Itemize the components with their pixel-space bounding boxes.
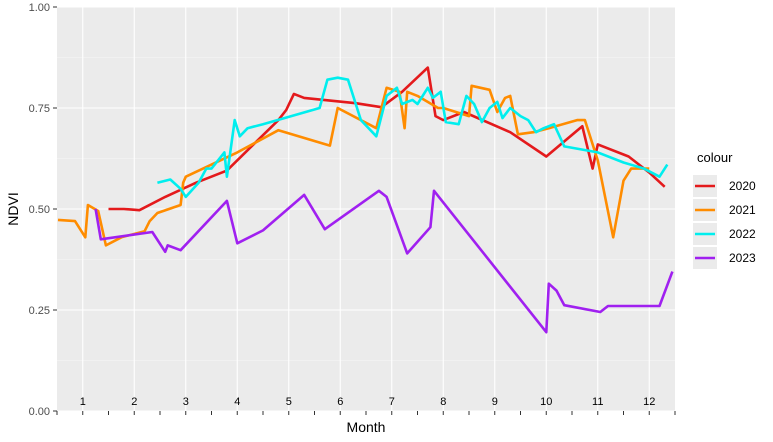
y-tick-label: 0.75 bbox=[29, 103, 50, 115]
month-label: 6 bbox=[337, 396, 343, 408]
series-layer bbox=[57, 66, 674, 334]
legend-items: 2020 2021 2022 2023 bbox=[693, 175, 756, 269]
y-axis-title: NDVI bbox=[5, 192, 21, 225]
month-label: 12 bbox=[643, 396, 655, 408]
series-line-2020 bbox=[108, 66, 666, 212]
month-label: 4 bbox=[234, 396, 240, 408]
month-label: 3 bbox=[183, 396, 189, 408]
month-label: 7 bbox=[389, 396, 395, 408]
month-label: 1 bbox=[80, 396, 86, 408]
y-axis: 0.00 0.25 0.50 0.75 1.00 bbox=[29, 2, 57, 418]
legend: colour 2020 2021 2022 2023 bbox=[693, 150, 756, 269]
month-label: 11 bbox=[592, 396, 603, 408]
month-label: 10 bbox=[540, 396, 552, 408]
month-label: 2 bbox=[131, 396, 137, 408]
month-label: 9 bbox=[492, 396, 498, 408]
legend-label-2023: 2023 bbox=[729, 251, 756, 265]
grid-minor bbox=[57, 57, 675, 361]
series-line-2022 bbox=[157, 76, 669, 199]
month-label: 5 bbox=[286, 396, 292, 408]
legend-title: colour bbox=[697, 150, 733, 165]
series-line-2023 bbox=[94, 189, 674, 334]
month-labels: 1 2 3 4 5 6 7 8 9 10 11 12 bbox=[80, 396, 656, 408]
y-tick-label: 0.00 bbox=[29, 406, 50, 418]
y-tick-label: 0.50 bbox=[29, 204, 50, 216]
y-tick-label: 0.25 bbox=[29, 305, 50, 317]
series-line-2021 bbox=[57, 84, 650, 247]
y-tick-label: 1.00 bbox=[29, 2, 50, 14]
x-axis bbox=[56, 411, 676, 415]
x-axis-title: Month bbox=[347, 419, 386, 435]
month-label: 8 bbox=[440, 396, 446, 408]
legend-label-2020: 2020 bbox=[729, 179, 756, 193]
legend-label-2022: 2022 bbox=[729, 227, 756, 241]
legend-label-2021: 2021 bbox=[729, 203, 756, 217]
